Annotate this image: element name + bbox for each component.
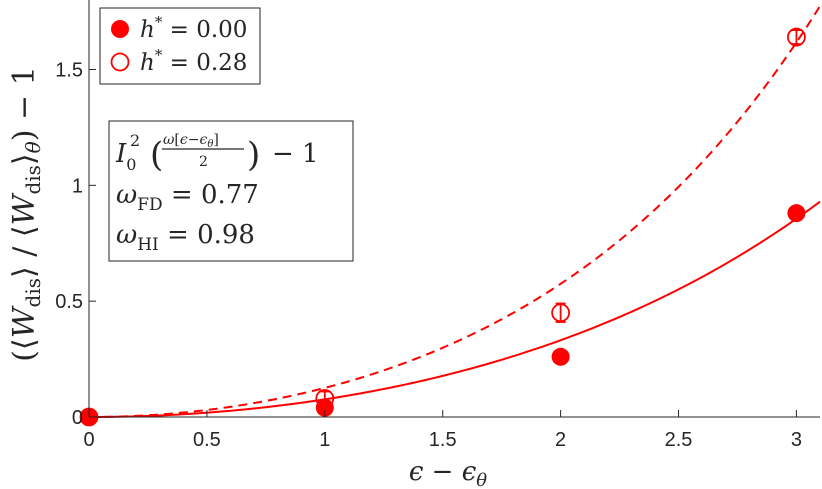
fit-formula: I0 2 ( ω[ϵ−ϵθ] 2 ) − 1 xyxy=(115,131,319,175)
y-tick-label-3: 1.5 xyxy=(55,60,83,82)
svg-text:ω[ϵ−ϵθ]: ω[ϵ−ϵθ] xyxy=(163,132,219,150)
data-point-h000-2 xyxy=(551,347,570,366)
svg-text:2: 2 xyxy=(130,131,140,150)
svg-text:(: ( xyxy=(150,135,163,175)
x-tick-label-6: 3 xyxy=(791,429,802,451)
svg-text:(⟨Wdis⟩ / ⟨Wdis⟩θ) − 1: (⟨Wdis⟩ / ⟨Wdis⟩θ) − 1 xyxy=(7,66,45,361)
x-tick-label-5: 2.5 xyxy=(665,429,693,451)
y-tick-label-0: 0 xyxy=(72,407,83,429)
svg-text:ωHI = 0.98: ωHI = 0.98 xyxy=(116,220,255,255)
legend-box xyxy=(99,7,261,85)
legend-label-h028: h* = 0.28 xyxy=(140,46,247,76)
svg-text:− 1: − 1 xyxy=(272,139,319,169)
svg-text:2: 2 xyxy=(199,154,208,170)
legend-label-h000: h* = 0.00 xyxy=(140,13,247,43)
data-point-h028-1 xyxy=(315,389,335,408)
omega-hi-label: ωHI = 0.98 xyxy=(116,220,255,255)
x-tick-label-0: 0 xyxy=(83,429,94,451)
data-point-h028-3 xyxy=(787,27,806,47)
x-tick-label-3: 1.5 xyxy=(429,429,457,451)
y-tick-label-1: 0.5 xyxy=(55,291,83,313)
x-tick-label-1: 0.5 xyxy=(193,429,221,451)
svg-text:ϵ − ϵθ: ϵ − ϵθ xyxy=(409,457,487,489)
legend-marker-open xyxy=(110,52,130,72)
svg-text:I0: I0 xyxy=(115,139,136,174)
svg-text:ωFD = 0.77: ωFD = 0.77 xyxy=(116,180,259,215)
data-point-h028-2 xyxy=(551,303,571,323)
annotation-box: I0 2 ( ω[ϵ−ϵθ] 2 ) − 1 ωFD = 0.77 ωHI = … xyxy=(108,120,354,262)
axes: 0 0.5 1 1.5 2 2.5 3 0 0.5 1 1.5 xyxy=(55,0,820,451)
x-axis-label: ϵ − ϵθ xyxy=(409,457,487,489)
annotation-frame xyxy=(108,120,354,262)
omega-fd-label: ωFD = 0.77 xyxy=(116,180,259,215)
data-point-h000-3 xyxy=(787,204,806,223)
fit-curves xyxy=(89,5,821,418)
fit-curve-h028 xyxy=(89,5,821,418)
y-axis-label: (⟨Wdis⟩ / ⟨Wdis⟩θ) − 1 xyxy=(7,66,45,361)
x-tick-label-4: 2 xyxy=(555,429,566,451)
svg-text:): ) xyxy=(247,135,260,175)
fit-curve-h000 xyxy=(89,200,821,418)
y-tick-label-2: 1 xyxy=(72,175,83,197)
x-tick-label-2: 1 xyxy=(319,429,330,451)
legend: h* = 0.00 h* = 0.28 xyxy=(99,7,261,85)
legend-marker-filled xyxy=(111,20,129,38)
